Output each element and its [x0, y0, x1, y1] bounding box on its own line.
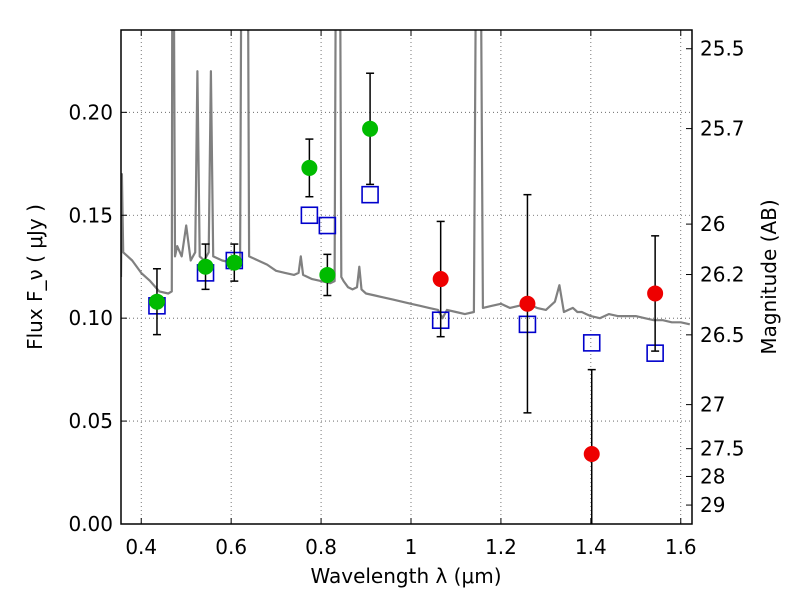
- x-axis-label: Wavelength λ (μm): [310, 564, 501, 588]
- x-tick-label: 1.2: [485, 535, 517, 559]
- x-tick-label: 1.6: [665, 535, 697, 559]
- photometry-point: [148, 293, 165, 310]
- right-tick-label: 25.7: [700, 117, 745, 141]
- photometry-point: [583, 446, 600, 463]
- right-tick-label: 27: [700, 393, 725, 417]
- spectrum-line: [121, 30, 691, 326]
- model-flux-square: [300, 206, 319, 225]
- x-tick-label: 0.6: [215, 535, 247, 559]
- model-flux-square: [582, 334, 601, 352]
- right-tick-label: 26: [700, 212, 725, 236]
- grid-lines: [121, 30, 692, 525]
- right-tick-label: 27.5: [700, 437, 745, 461]
- photometry-point: [362, 120, 379, 137]
- right-tick-label: 29: [700, 493, 725, 517]
- photometry-point: [519, 295, 536, 312]
- photometry-point: [301, 159, 318, 176]
- y-axis-label: Flux F_ν ( μJy ): [23, 204, 47, 350]
- photometry-point: [197, 258, 214, 275]
- y-tick-label: 0.00: [68, 512, 113, 536]
- y-tick-label: 0.10: [68, 306, 113, 330]
- x-tick-label: 1.4: [575, 535, 607, 559]
- x-tick-label: 0.8: [305, 535, 337, 559]
- photometry-point: [432, 271, 449, 288]
- model-flux-square: [318, 216, 337, 235]
- y-tick-label: 0.20: [68, 100, 113, 124]
- photometry-point: [647, 285, 664, 302]
- x-tick-label: 1: [405, 535, 418, 559]
- data-markers: [148, 72, 664, 524]
- right-axis-label: Magnitude (AB): [757, 199, 781, 354]
- right-tick-label: 28: [700, 464, 725, 488]
- spectrum-layer: [121, 30, 691, 326]
- photometry-point: [226, 254, 243, 271]
- right-tick-label: 26.5: [700, 323, 745, 347]
- y-tick-label: 0.15: [68, 203, 113, 227]
- axis-ticks: 0.4 0.6 0.8 1 1.2 1.4 1.6 0.00 0.05 0.10 0.15 0.20 2…: [68, 30, 745, 559]
- plot-frame: [120, 29, 693, 525]
- right-tick-label: 25.5: [700, 37, 745, 61]
- y-tick-label: 0.05: [68, 409, 113, 433]
- x-tick-label: 0.4: [125, 535, 157, 559]
- right-tick-label: 26.2: [700, 263, 745, 287]
- model-flux-square: [361, 185, 379, 204]
- photometry-point: [319, 266, 336, 283]
